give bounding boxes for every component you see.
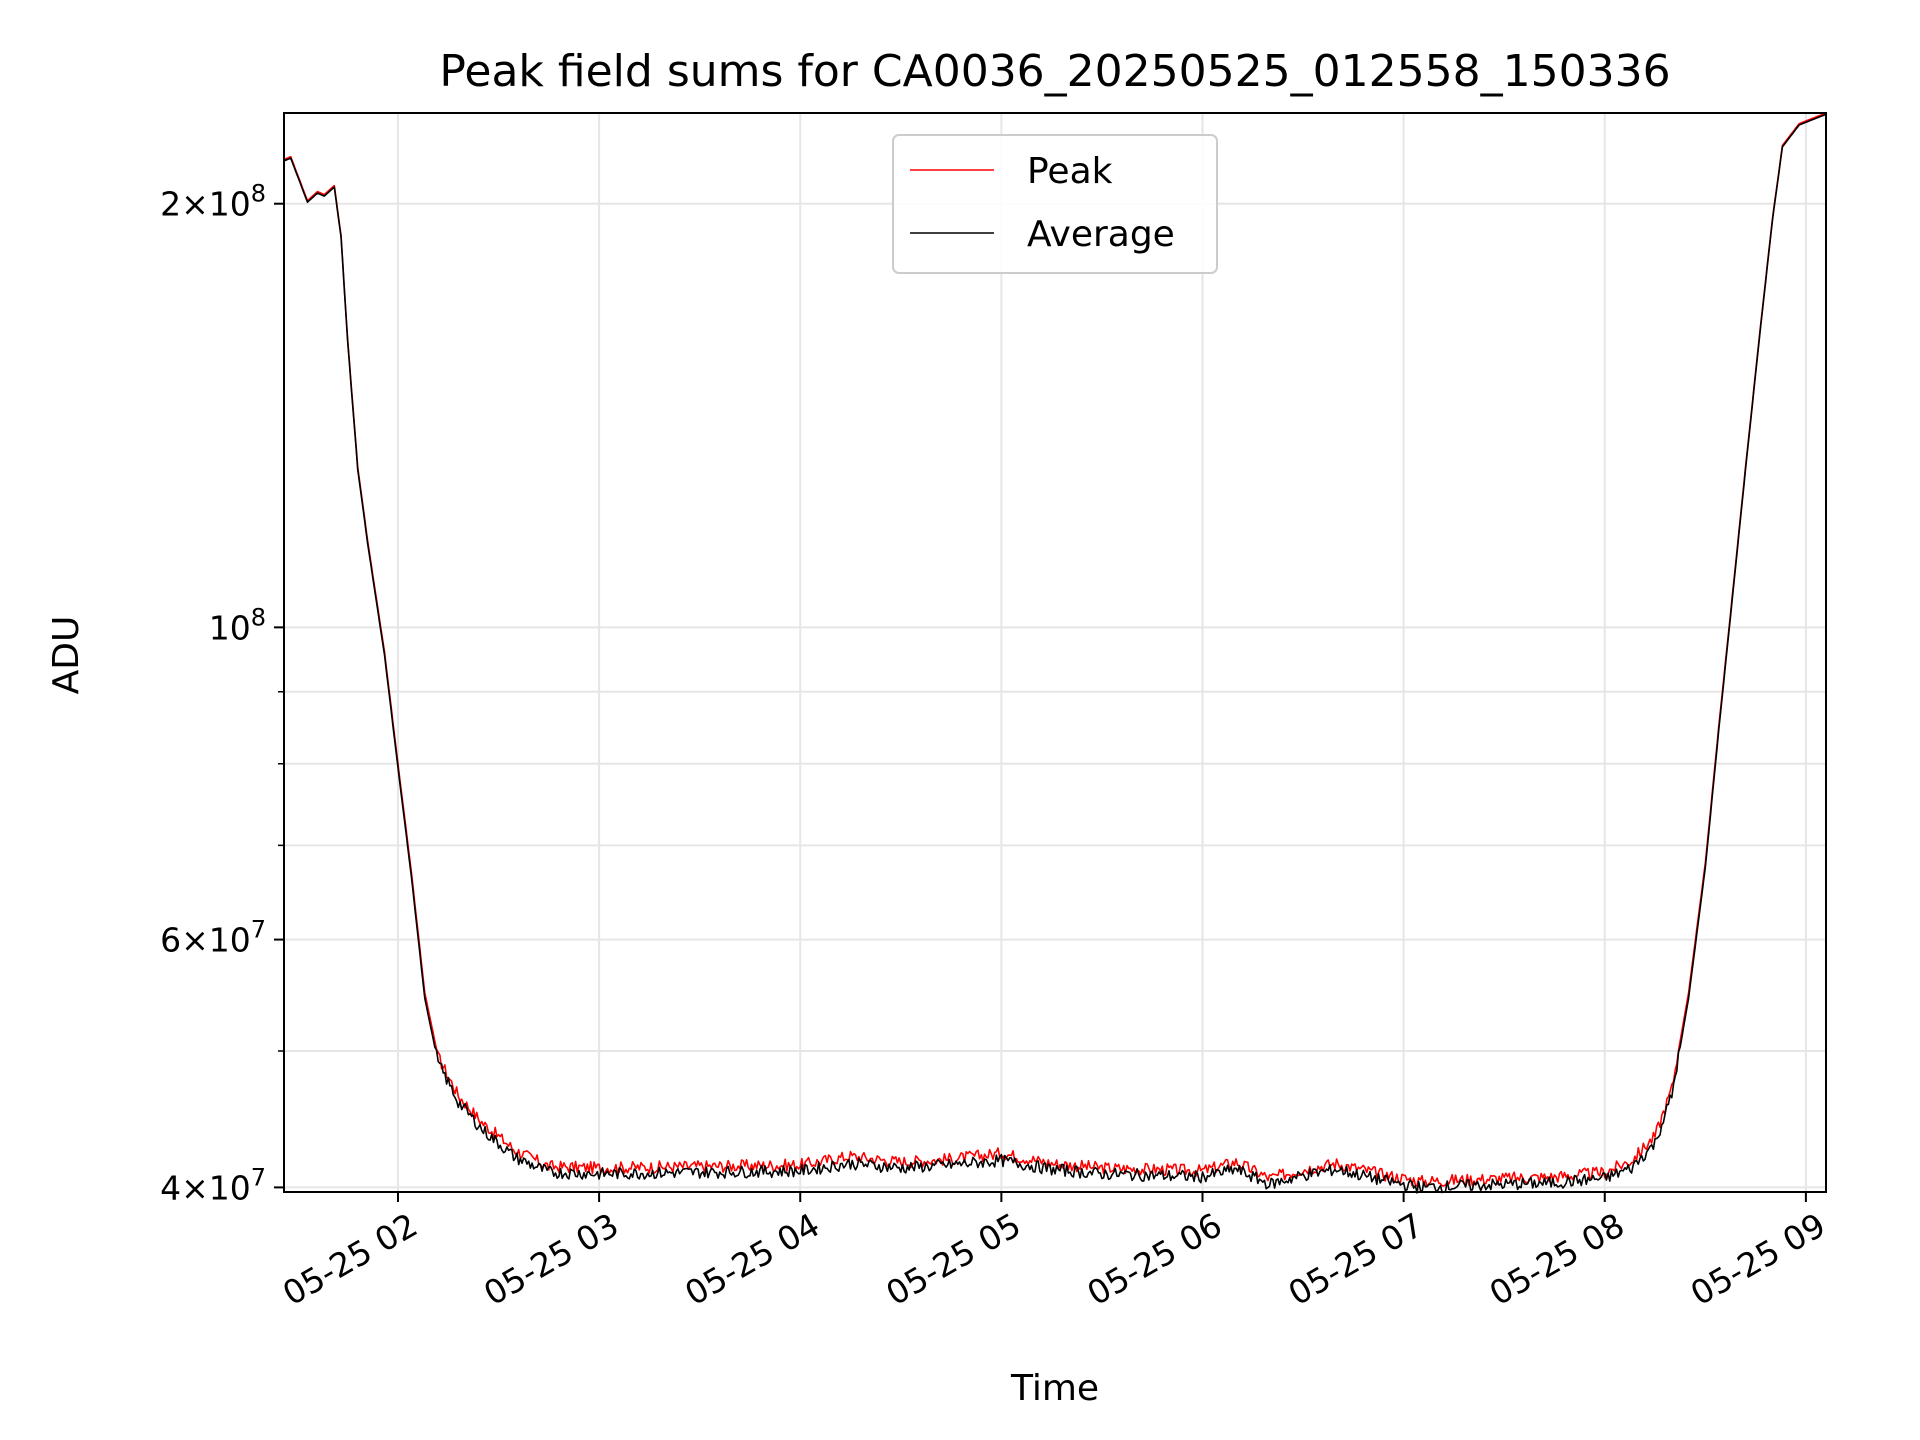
legend-label-peak: Peak [1027,151,1113,192]
grid [284,113,1826,1192]
legend: Peak Average [892,134,1218,274]
legend-label-average: Average [1027,214,1175,255]
y-tick-label: 4×107 [160,1163,266,1207]
y-tick-label: 6×107 [160,916,266,960]
y-tick-label: 108 [209,603,266,647]
y-axis-label: ADU [46,616,87,695]
series-layer [283,112,1827,1194]
chart-title: Peak field sums for CA0036_20250525_0125… [439,46,1670,97]
plot-frame [283,112,1827,1193]
x-axis-label: Time [1010,1368,1099,1409]
y-tick-label: 2×108 [160,180,266,224]
series-line-average [283,113,1827,1194]
